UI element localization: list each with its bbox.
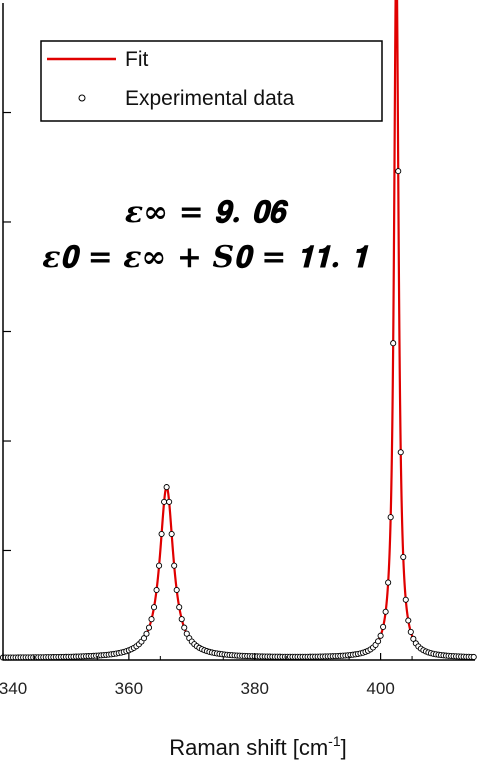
annotation-eps-0: 𝜺𝟎 = 𝜺∞ + 𝑺𝟎 = 𝟏𝟏. 𝟏 — [42, 240, 369, 275]
data-point-152 — [382, 608, 389, 615]
x-axis-title-end: ] — [341, 735, 347, 760]
y-axis-ticks — [3, 111, 11, 552]
data-point-59 — [148, 616, 155, 623]
data-point-155 — [390, 340, 397, 347]
data-point-66 — [166, 498, 173, 505]
plot-area — [0, 0, 477, 661]
data-point-159 — [400, 553, 407, 561]
data-point-61 — [153, 586, 160, 594]
data-point-160 — [402, 596, 409, 603]
data-point-57 — [143, 630, 150, 637]
legend: Fit Experimental data — [40, 40, 383, 122]
data-point-154 — [387, 514, 394, 521]
annotation-eps-inf: 𝜺∞ = 𝟗. 𝟎𝟔 — [125, 195, 289, 230]
data-point-67 — [168, 530, 175, 538]
legend-box — [40, 40, 383, 122]
data-point-151 — [380, 623, 387, 630]
data-point-149 — [375, 638, 382, 645]
x-tick-label-340: 340 — [0, 679, 27, 698]
data-point-157 — [395, 168, 402, 175]
legend-data-label: Experimental data — [125, 87, 295, 110]
data-point-153 — [385, 579, 392, 586]
data-point-71 — [178, 616, 185, 623]
data-point-58 — [145, 624, 153, 631]
data-point-62 — [156, 562, 163, 569]
x-tick-label-380: 380 — [241, 679, 269, 698]
data-point-158 — [397, 449, 404, 456]
x-axis-title-sup: -1 — [328, 733, 341, 749]
data-point-63 — [158, 530, 165, 538]
data-point-163 — [410, 635, 417, 642]
data-point-56 — [140, 635, 148, 642]
x-axis-title-main: Raman shift [cm — [169, 735, 328, 760]
x-axis-title: Raman shift [cm-1] — [169, 733, 347, 760]
legend-fit-label: Fit — [125, 48, 148, 71]
data-point-162 — [407, 628, 414, 635]
data-point-161 — [405, 617, 412, 624]
data-point-68 — [171, 562, 178, 569]
data-point-64 — [161, 498, 168, 505]
data-point-72 — [181, 624, 188, 631]
x-axis-ticks: 340 360 380 400 — [0, 653, 413, 698]
data-point-73 — [183, 630, 190, 637]
x-tick-label-400: 400 — [366, 679, 394, 698]
x-tick-label-360: 360 — [115, 679, 143, 698]
legend-data-marker — [78, 94, 86, 102]
data-point-150 — [377, 632, 384, 639]
data-point-187 — [470, 653, 477, 661]
data-point-65 — [163, 484, 170, 491]
data-point-60 — [150, 604, 158, 611]
data-point-70 — [176, 604, 183, 611]
data-point-69 — [173, 586, 180, 594]
